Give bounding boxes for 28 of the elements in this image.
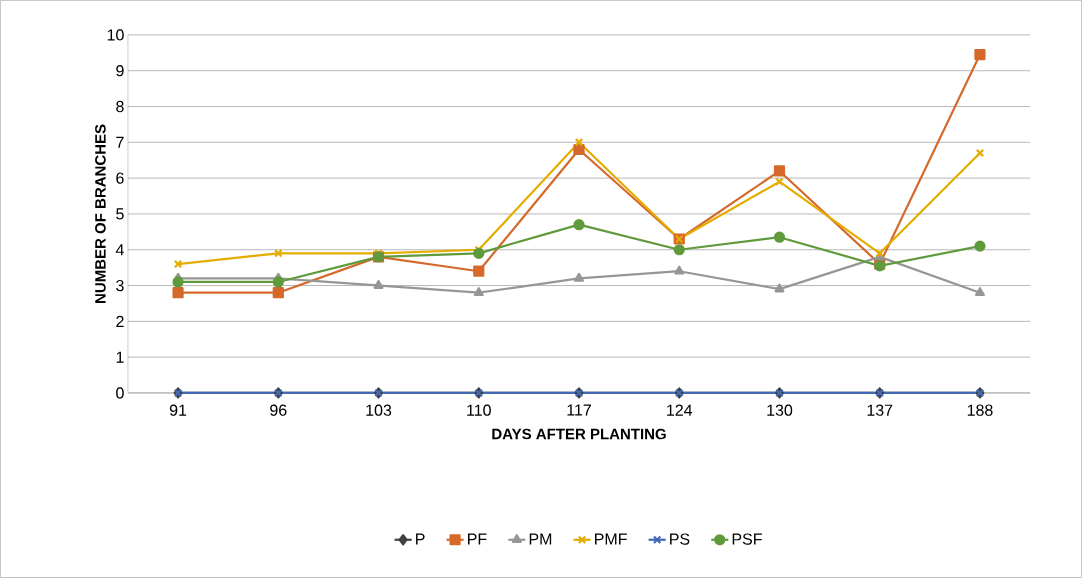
y-tick-label: 7	[116, 136, 124, 148]
y-axis-title: NUMBER OF BRANCHES	[95, 124, 106, 303]
y-tick-label: 9	[116, 65, 124, 77]
x-tick-label: 137	[867, 404, 893, 416]
x-tick-label: 124	[667, 404, 693, 416]
y-tick-label: 6	[116, 172, 124, 184]
x-tick-label: 96	[270, 404, 287, 416]
y-tick-label: 2	[116, 315, 124, 327]
legend-label: P	[416, 533, 425, 545]
y-tick-label: 8	[116, 100, 124, 113]
x-tick-label: 110	[467, 404, 491, 416]
x-tick-label: 130	[767, 404, 793, 416]
y-tick-label: 3	[116, 279, 124, 292]
x-axis-title: DAYS AFTER PLANTING	[492, 428, 666, 440]
y-tick-label: 10	[107, 29, 124, 41]
x-tick-label: 188	[967, 404, 993, 416]
x-tick-label: 91	[169, 404, 187, 416]
legend-label: PSF	[732, 533, 762, 545]
x-tick-label: 103	[366, 404, 392, 416]
y-tick-label: 0	[116, 387, 124, 399]
legend-label: PMF	[595, 533, 627, 545]
x-tick-label: 117	[567, 404, 591, 416]
y-tick-label: 1	[116, 351, 124, 363]
y-tick-label: 5	[116, 208, 124, 220]
legend-label: PS	[670, 533, 690, 545]
legend-label: PF	[468, 533, 487, 545]
legend-label: PM	[529, 533, 552, 545]
y-tick-label: 4	[115, 244, 124, 256]
